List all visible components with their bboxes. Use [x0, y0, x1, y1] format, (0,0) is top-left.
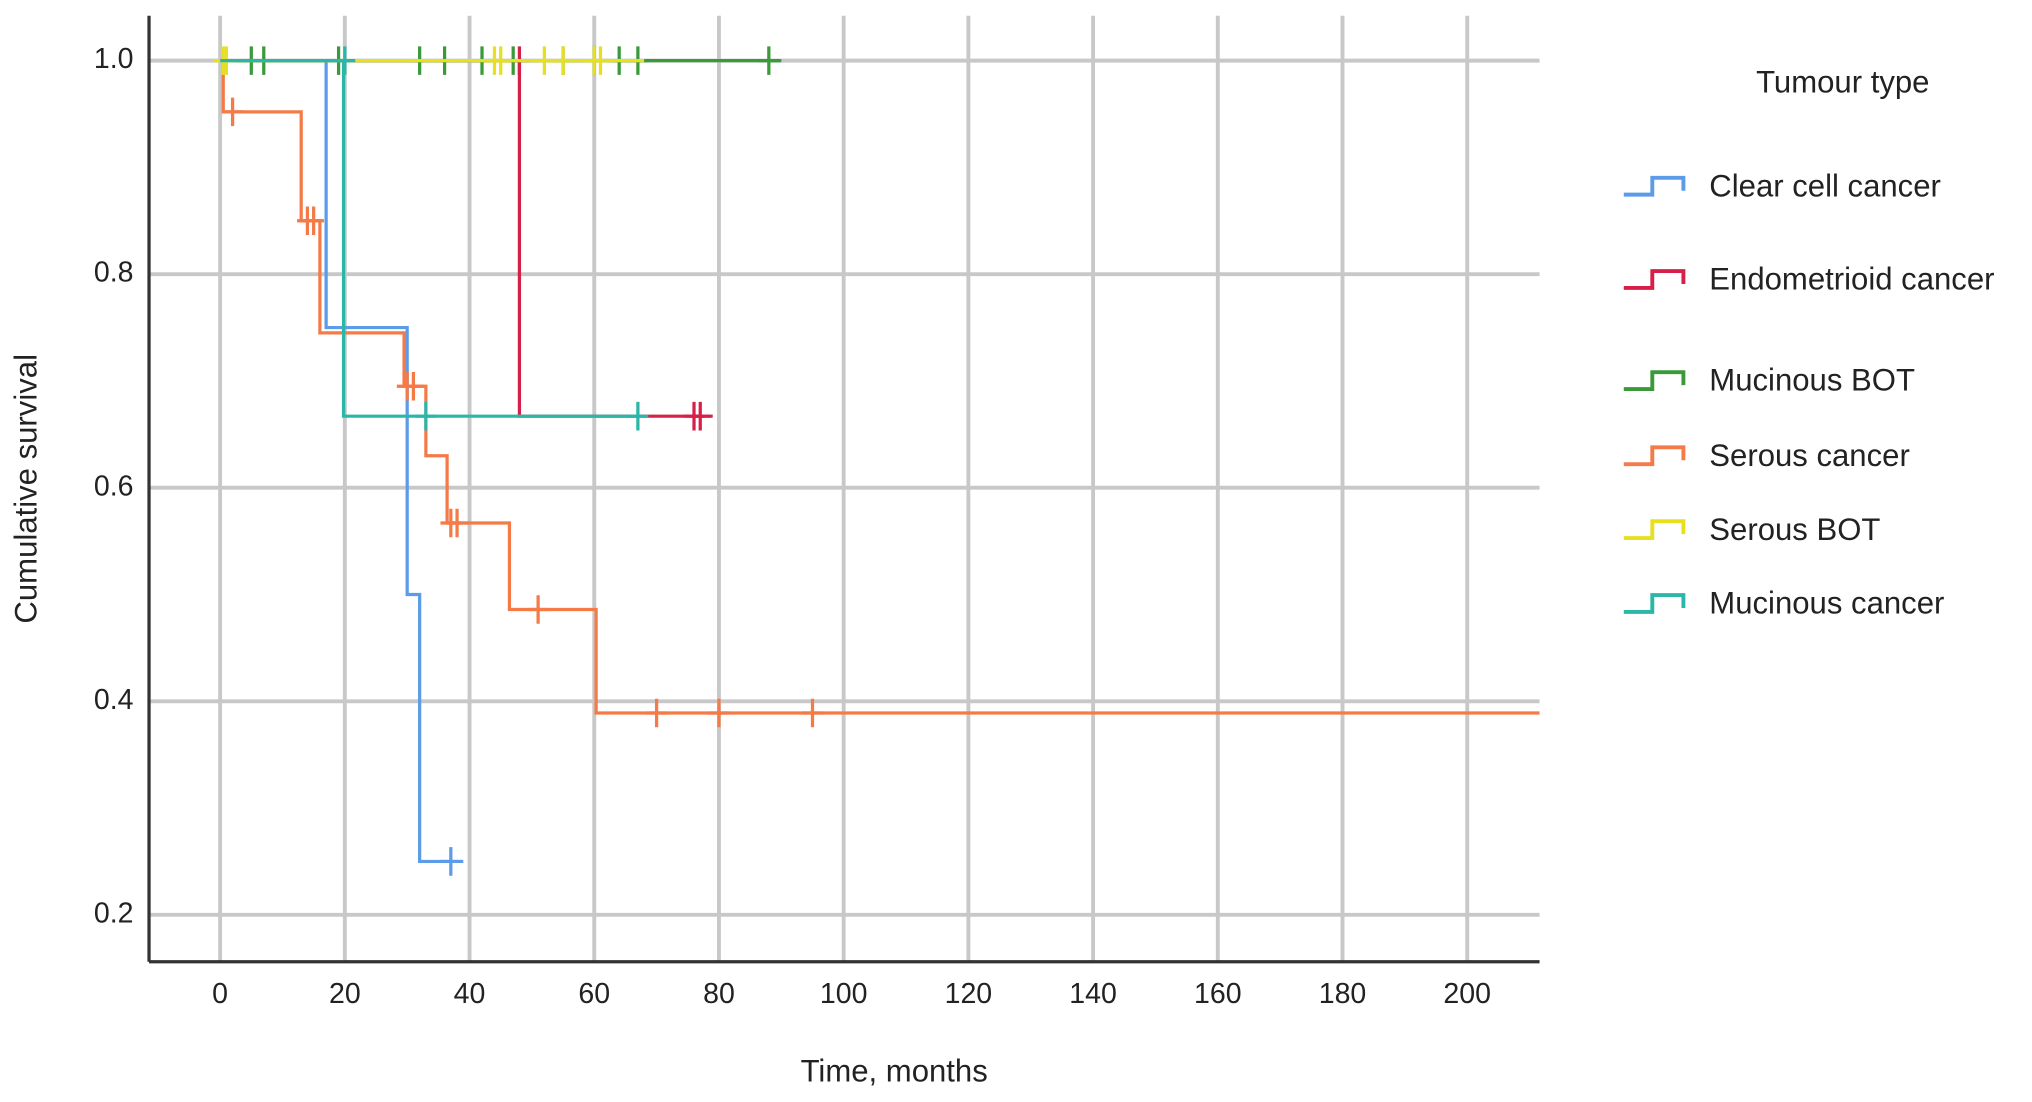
survival-curve	[220, 59, 638, 418]
x-tick-label: 60	[578, 978, 610, 1010]
x-tick-label: 80	[703, 978, 735, 1010]
x-tick-label: 160	[1194, 978, 1242, 1010]
legend-label: Mucinous BOT	[1709, 363, 1915, 398]
censor-mark	[646, 698, 667, 728]
censor-mark	[590, 46, 611, 75]
legend-label: Clear cell cancer	[1709, 168, 1941, 203]
survival-curve	[220, 59, 713, 418]
legend-swatch	[1623, 519, 1686, 540]
x-tick-label: 200	[1443, 978, 1491, 1010]
censor-mark	[440, 847, 462, 876]
legend-swatch	[1623, 269, 1686, 290]
legend-swatch	[1623, 175, 1686, 197]
legend-label: Mucinous cancer	[1709, 586, 1944, 621]
censor-mark	[802, 698, 823, 728]
censor-mark	[758, 46, 780, 75]
censor-mark	[222, 97, 243, 127]
legend-swatch	[1623, 445, 1686, 467]
x-tick-label: 100	[820, 978, 868, 1010]
x-tick-label: 40	[454, 978, 486, 1010]
censor-mark	[533, 46, 555, 75]
survival-curve	[220, 59, 464, 864]
censor-mark	[415, 401, 437, 431]
x-tick-label: 180	[1319, 978, 1367, 1010]
censor-mark	[708, 698, 730, 728]
x-tick-label: 20	[329, 978, 361, 1010]
censor-mark	[627, 401, 649, 431]
x-tick-label: 120	[945, 978, 993, 1010]
y-tick-label: 0.8	[94, 257, 134, 289]
y-tick-label: 0.2	[94, 897, 134, 929]
x-tick-label: 140	[1069, 978, 1117, 1010]
censor-mark	[446, 508, 468, 538]
legend-swatch	[1623, 370, 1686, 391]
censor-mark	[303, 206, 325, 236]
censor-mark	[490, 46, 512, 75]
censor-mark	[403, 372, 424, 401]
legend-label: Serous BOT	[1709, 512, 1880, 547]
y-axis-label: Cumulative survival	[9, 354, 44, 624]
y-tick-label: 0.6	[94, 470, 134, 502]
legend-label: Endometrioid cancer	[1709, 262, 1994, 297]
legend-swatch	[1623, 593, 1686, 614]
y-tick-label: 1.0	[94, 43, 134, 75]
censor-mark	[527, 595, 549, 624]
x-axis-label: Time, months	[801, 1053, 988, 1088]
legend-title: Tumour type	[1756, 65, 1929, 100]
censor-mark	[334, 46, 356, 75]
censor-mark	[689, 401, 711, 431]
x-tick-label: 0	[212, 978, 228, 1010]
legend-label: Serous cancer	[1709, 438, 1910, 473]
y-tick-label: 0.4	[94, 684, 134, 716]
censor-mark	[552, 46, 574, 75]
